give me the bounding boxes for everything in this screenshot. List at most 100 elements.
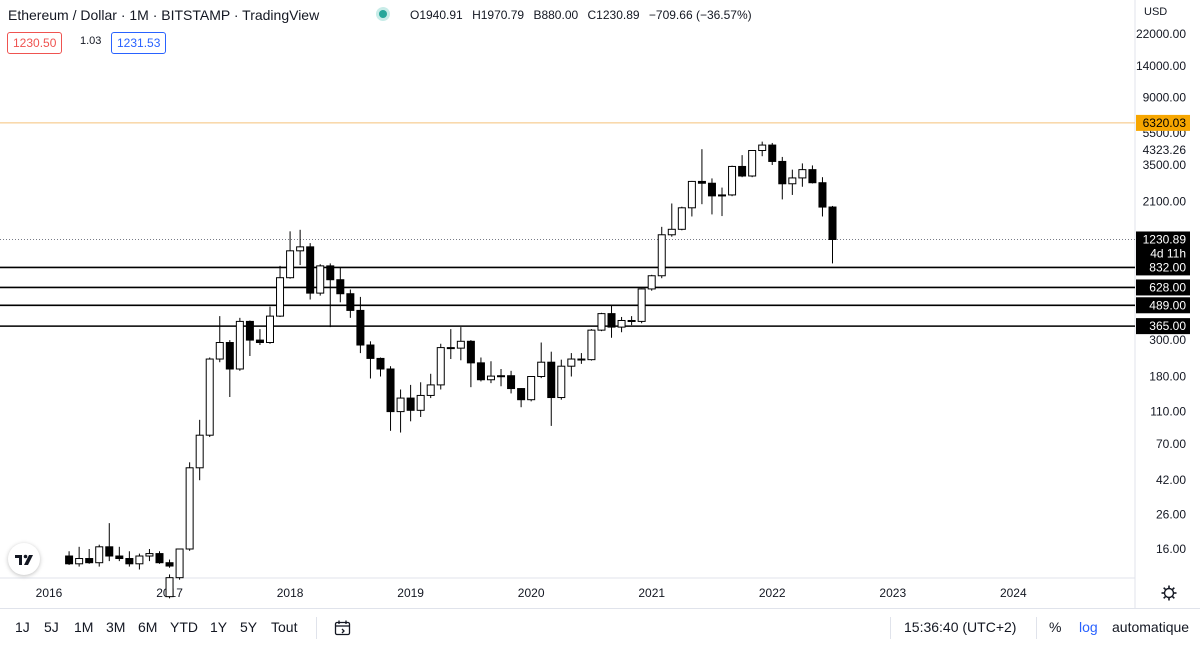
log-scale-toggle[interactable]: log xyxy=(1079,619,1098,635)
candle xyxy=(195,419,204,481)
range-ytd-button[interactable]: YTD xyxy=(170,619,198,635)
candle xyxy=(798,163,807,187)
candle xyxy=(286,231,295,279)
price-tick-label: 9000.00 xyxy=(1143,91,1187,105)
candle xyxy=(677,206,686,231)
horizontal-lines[interactable]: 6320.03 832.00 628.00 489.00 365.00 xyxy=(0,114,1190,335)
candle xyxy=(155,551,164,564)
price-tick-label: 2100.00 xyxy=(1143,194,1187,208)
candle xyxy=(175,548,184,580)
candle xyxy=(687,180,696,217)
candle xyxy=(436,343,445,390)
range-5y-button[interactable]: 5Y xyxy=(240,619,258,635)
ohlc-values: O1940.91 H1970.79 B880.00 C1230.89 −709.… xyxy=(410,8,758,22)
symbol-title[interactable]: Ethereum / Dollar · 1M · BITSTAMP · Trad… xyxy=(8,7,320,23)
range-1j-button[interactable]: 1J xyxy=(15,619,30,635)
spread-value: 1.03 xyxy=(80,35,102,47)
candle xyxy=(718,187,727,217)
low-value: B880.00 xyxy=(533,8,579,22)
range-1y-button[interactable]: 1Y xyxy=(210,619,228,635)
time-tick-label: 2020 xyxy=(518,586,545,600)
candle xyxy=(768,142,777,166)
price-tick-label: 110.00 xyxy=(1150,405,1186,419)
time-tick-label: 2024 xyxy=(1000,586,1027,600)
candle xyxy=(627,316,636,326)
candle xyxy=(517,388,526,408)
candle xyxy=(296,229,305,266)
candle xyxy=(818,177,827,217)
price-chart[interactable]: 16.00 26.00 42.00 70.00 110.00 180.00 300.00 21… xyxy=(0,0,1200,608)
candle xyxy=(165,559,174,568)
settings-gear-icon[interactable] xyxy=(1161,585,1177,601)
price-line-value: 832.00 xyxy=(1149,260,1186,274)
candle xyxy=(617,316,626,333)
candle xyxy=(707,178,716,215)
candle xyxy=(828,205,837,264)
range-all-button[interactable]: Tout xyxy=(271,619,298,635)
candle xyxy=(577,353,586,364)
candle xyxy=(125,551,134,567)
price-tick-label: 70.00 xyxy=(1156,437,1186,451)
candle xyxy=(356,296,365,354)
candle xyxy=(607,305,616,338)
candle xyxy=(667,203,676,237)
price-tick-label: 42.00 xyxy=(1156,473,1186,487)
bottom-toolbar: 1J 5J 1M 3M 6M YTD 1Y 5Y Tout 15:36:40 (… xyxy=(0,608,1200,647)
candle xyxy=(255,329,264,346)
date-range-icon[interactable] xyxy=(333,618,353,638)
bar-countdown: 4d 11h xyxy=(1150,246,1186,260)
price-tick-label: 16.00 xyxy=(1156,542,1186,556)
range-1m-button[interactable]: 1M xyxy=(74,619,94,635)
candle xyxy=(65,551,74,565)
candle xyxy=(105,523,114,562)
range-6m-button[interactable]: 6M xyxy=(138,619,158,635)
time-tick-label: 2023 xyxy=(879,586,906,600)
candle xyxy=(215,316,224,363)
candle xyxy=(567,353,576,377)
candle xyxy=(758,141,767,157)
candle xyxy=(316,264,325,296)
price-line-label: 6320.03 xyxy=(1136,114,1190,131)
candle xyxy=(235,317,244,371)
close-value: C1230.89 xyxy=(587,8,640,22)
time-tick-label: 2019 xyxy=(397,586,424,600)
time-axis[interactable]: 201620172018201920202021202220232024 xyxy=(36,586,1027,600)
currency-selector[interactable]: USD xyxy=(1144,6,1168,18)
price-line-label: 832.00 xyxy=(1136,259,1190,276)
candle xyxy=(205,357,214,438)
candle xyxy=(647,274,656,291)
candle xyxy=(366,341,375,379)
candle xyxy=(788,169,797,195)
price-line-value: 6320.03 xyxy=(1143,116,1187,130)
price-line-value: 365.00 xyxy=(1149,319,1186,333)
clock-timezone[interactable]: 15:36:40 (UTC+2) xyxy=(904,619,1017,635)
candle xyxy=(507,370,516,394)
candle xyxy=(306,243,315,300)
candle xyxy=(135,553,144,570)
candle xyxy=(276,265,285,317)
high-value: H1970.79 xyxy=(472,8,525,22)
percent-scale-toggle[interactable]: % xyxy=(1049,619,1062,635)
price-line-label: 489.00 xyxy=(1136,297,1190,314)
last-price-value: 1230.89 xyxy=(1143,232,1187,246)
candle xyxy=(728,165,737,197)
candle xyxy=(466,340,475,388)
candle xyxy=(738,155,747,178)
sell-price-button[interactable]: 1230.50 xyxy=(7,32,63,54)
chart-legend: Ethereum / Dollar · 1M · BITSTAMP · Trad… xyxy=(0,0,1135,60)
candle xyxy=(326,263,335,328)
high-price-tag: 4323.26 xyxy=(1143,143,1187,157)
tradingview-logo-icon[interactable] xyxy=(8,543,40,575)
buy-price-button[interactable]: 1231.53 xyxy=(111,32,167,54)
candle xyxy=(748,150,757,178)
time-tick-label: 2022 xyxy=(759,586,786,600)
price-tick-label: 180.00 xyxy=(1149,370,1186,384)
candle xyxy=(547,351,556,426)
candle xyxy=(225,340,234,398)
candle xyxy=(808,165,817,184)
candles[interactable] xyxy=(65,141,837,599)
range-5j-button[interactable]: 5J xyxy=(44,619,59,635)
candle xyxy=(406,384,415,422)
auto-scale-toggle[interactable]: automatique xyxy=(1112,619,1190,635)
range-3m-button[interactable]: 3M xyxy=(106,619,126,635)
